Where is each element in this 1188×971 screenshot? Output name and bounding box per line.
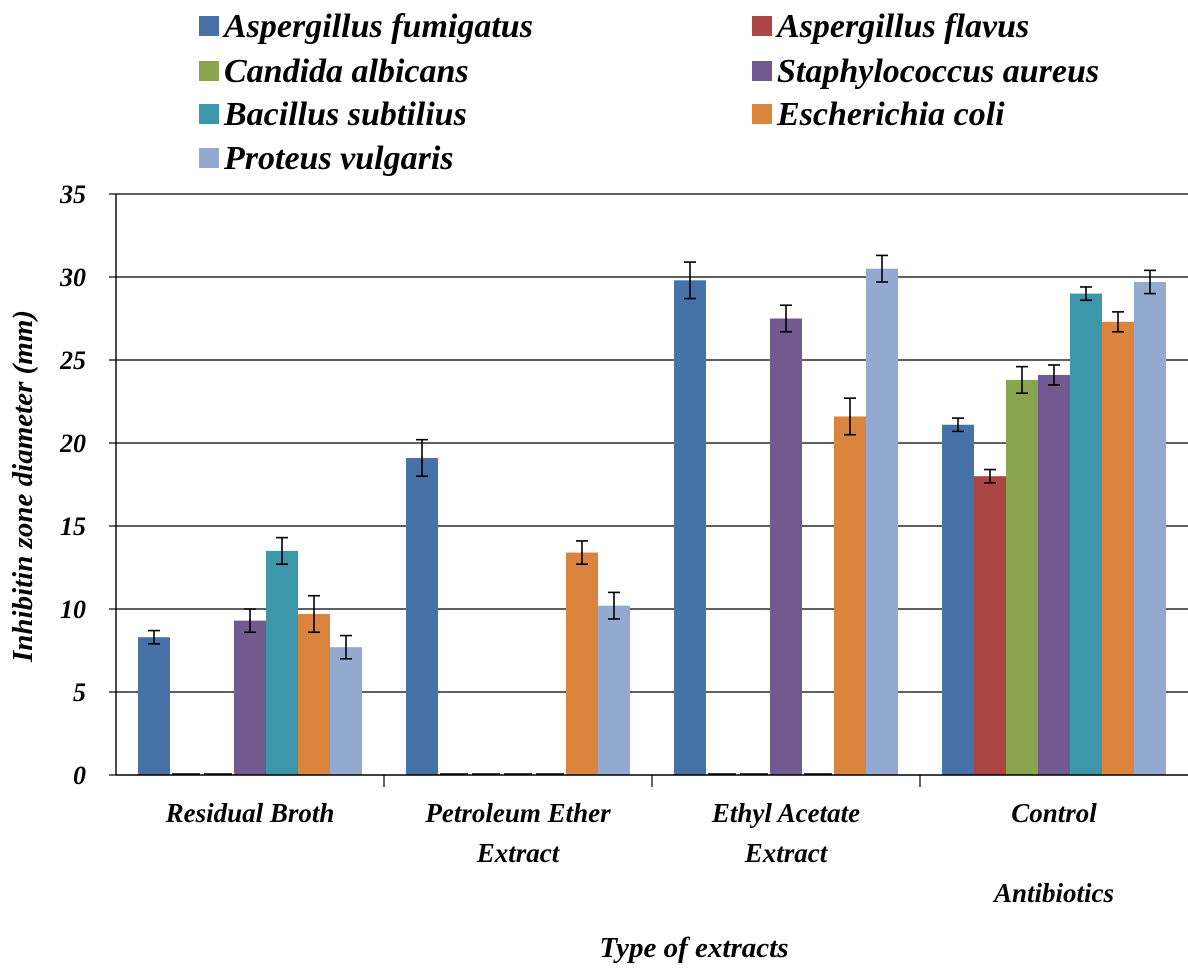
legend-label: Proteus vulgaris: [223, 140, 454, 177]
bar: [1102, 321, 1134, 775]
legend-item: Aspergillus fumigatus: [199, 8, 533, 45]
legend-swatch: [199, 61, 219, 81]
category-label: Ethyl Acetate: [711, 798, 860, 828]
category-labels: Residual Broth Petroleum Ether Extract Ethy…: [165, 798, 1114, 908]
bars: [138, 254, 1166, 775]
bar: [138, 637, 170, 775]
legend-item: Escherichia coli: [752, 96, 1005, 133]
y-tick-label: 20: [59, 429, 86, 458]
bar: [266, 550, 298, 775]
legend-label: Candida albicans: [224, 53, 469, 90]
category-label: Extract: [476, 838, 561, 868]
y-tick-label: 30: [59, 263, 86, 292]
y-tick-label: 10: [60, 595, 86, 624]
axes: [115, 194, 1188, 787]
bar: [866, 268, 898, 775]
legend-swatch: [199, 148, 219, 168]
y-tick-labels: 0 5 10 15 20 25 30 35: [59, 180, 86, 790]
bar: [1006, 379, 1038, 775]
y-tick-label: 5: [73, 678, 86, 707]
category-label: Control: [1011, 798, 1097, 828]
legend-item: Bacillus subtilius: [199, 96, 467, 133]
bar: [942, 424, 974, 775]
bar: [234, 620, 266, 775]
bar: [674, 280, 706, 775]
bar: [974, 476, 1006, 775]
legend-item: Aspergillus flavus: [752, 8, 1029, 45]
bar: [1134, 281, 1166, 775]
legend-label: Aspergillus fumigatus: [222, 8, 533, 45]
y-tick-label: 15: [60, 512, 86, 541]
legend-label: Aspergillus flavus: [775, 8, 1029, 45]
bar: [770, 318, 802, 775]
legend-swatch: [752, 61, 772, 81]
y-axis-title: Inhibitin zone diameter (mm): [7, 310, 39, 663]
bar: [566, 552, 598, 775]
bar: [1070, 293, 1102, 775]
category-label: Extract: [744, 838, 829, 868]
category-label: Antibiotics: [992, 878, 1114, 908]
legend-swatch: [752, 16, 772, 36]
bar: [598, 605, 630, 775]
y-tick-label: 0: [73, 761, 86, 790]
legend-label: Bacillus subtilius: [223, 96, 467, 133]
y-tick-label: 25: [59, 346, 86, 375]
legend-label: Escherichia coli: [776, 96, 1005, 133]
bar: [406, 457, 438, 775]
legend-swatch: [199, 16, 219, 36]
y-tick-label: 35: [59, 180, 86, 209]
legend-swatch: [752, 104, 772, 124]
legend-item: Staphylococcus aureus: [752, 53, 1099, 90]
legend-label: Staphylococcus aureus: [777, 53, 1099, 90]
category-label: Residual Broth: [165, 798, 335, 828]
legend: Aspergillus fumigatus Aspergillus flavus C…: [199, 8, 1099, 177]
bar: [834, 416, 866, 775]
legend-item: Proteus vulgaris: [199, 140, 454, 177]
x-axis-title: Type of extracts: [600, 932, 789, 964]
bar: [1038, 374, 1070, 775]
bar: [330, 647, 362, 775]
legend-swatch: [199, 104, 219, 124]
bar: [298, 613, 330, 775]
legend-item: Candida albicans: [199, 53, 469, 90]
category-label: Petroleum Ether: [424, 798, 611, 828]
